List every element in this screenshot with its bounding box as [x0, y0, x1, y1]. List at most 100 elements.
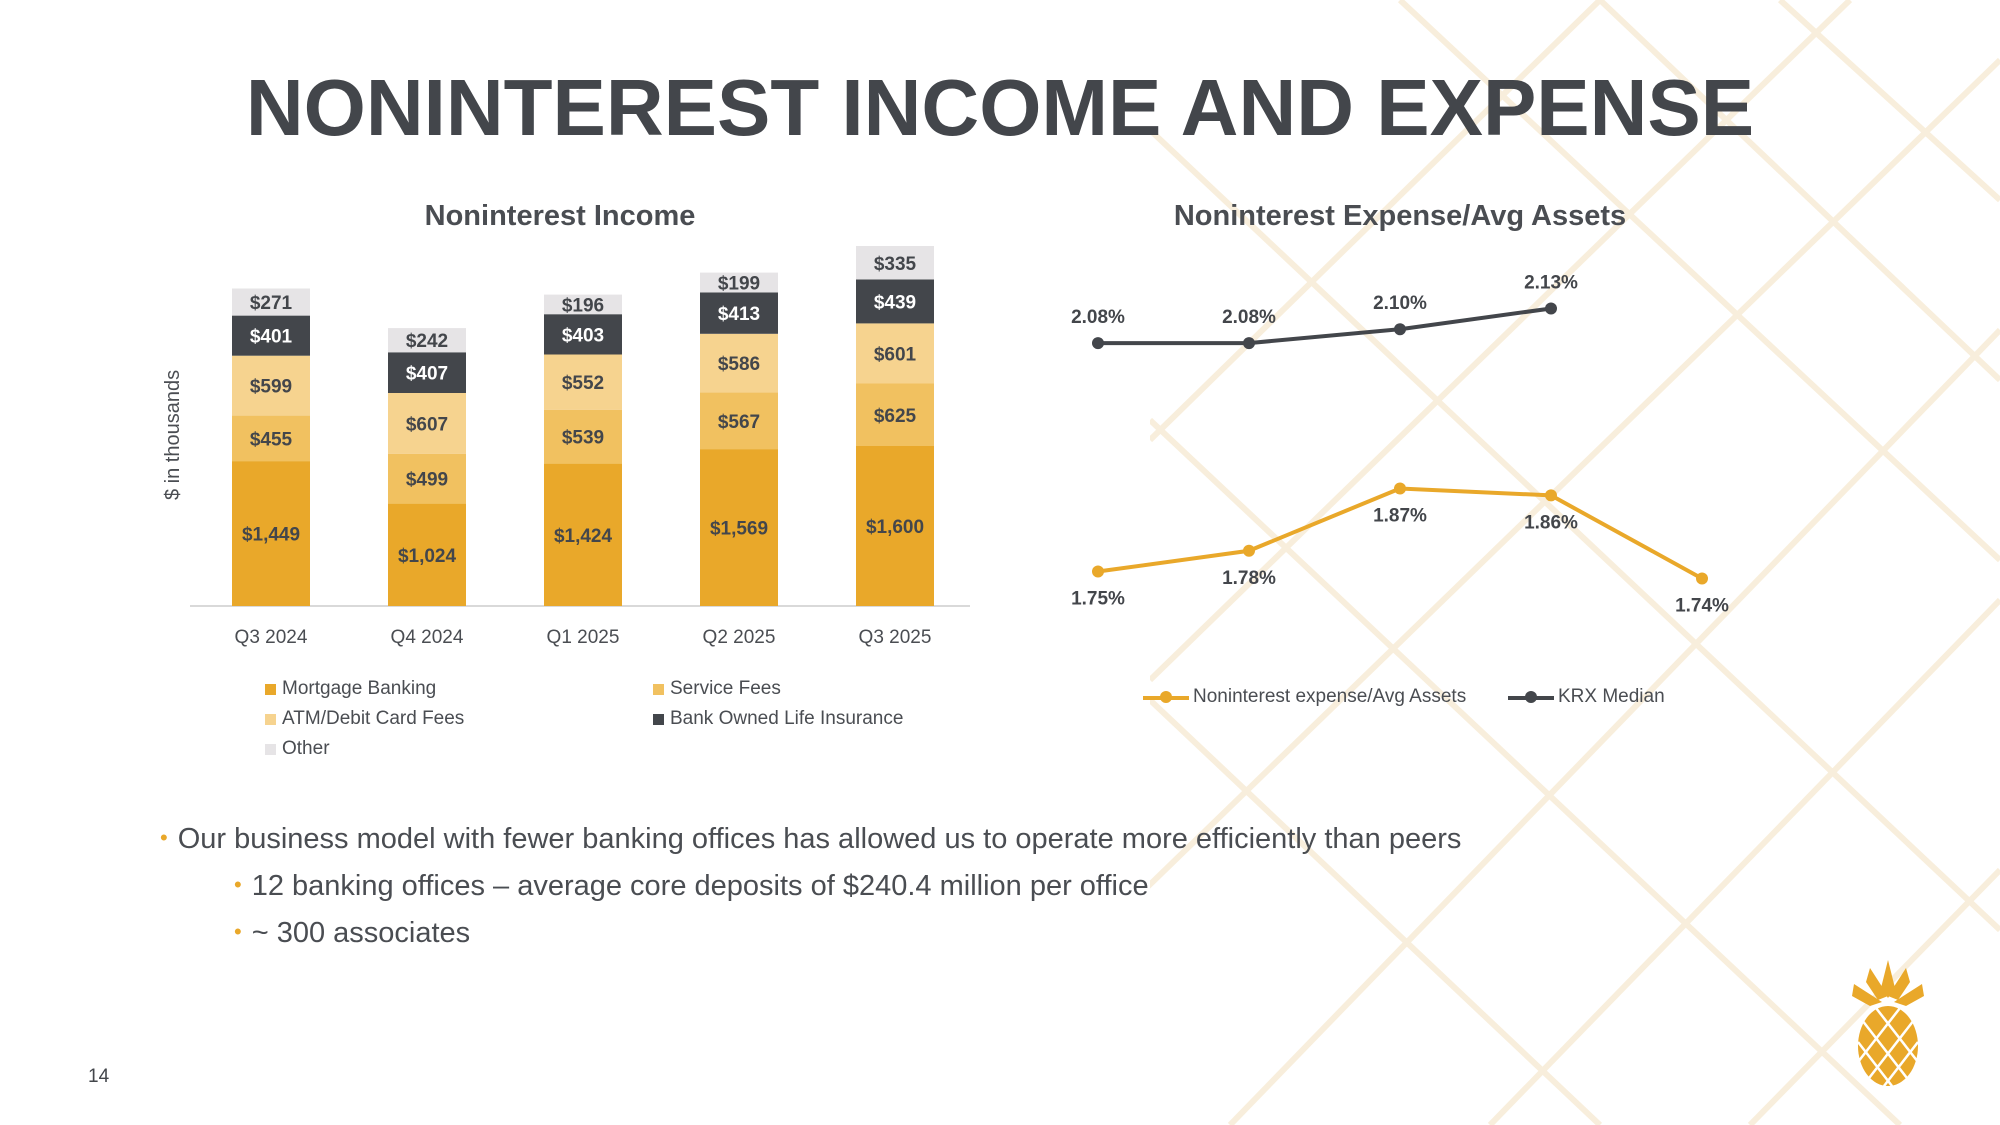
legend-item: ATM/Debit Card Fees — [265, 708, 464, 730]
bar-segment — [388, 352, 466, 393]
bar-segment — [544, 294, 622, 315]
legend-item: Other — [265, 738, 330, 760]
bullet-glyph: • — [234, 919, 242, 944]
bar-data-label: $455 — [250, 429, 293, 450]
bar-segment — [700, 272, 778, 293]
bar-data-label: $552 — [562, 373, 604, 394]
legend-swatch — [653, 713, 664, 725]
data-point — [1243, 544, 1255, 557]
legend-line-swatch — [1508, 691, 1554, 703]
bar-segment — [232, 315, 310, 356]
legend-label: Bank Owned Life Insurance — [670, 708, 904, 729]
pineapple-logo-icon — [1852, 960, 1924, 1087]
legend-swatch — [265, 743, 276, 755]
legend-item: Noninterest expense/Avg Assets — [1143, 686, 1466, 708]
expense-chart-title: Noninterest Expense/Avg Assets — [1173, 200, 1627, 232]
bar-data-label: $586 — [718, 354, 760, 375]
legend-swatch — [265, 713, 276, 725]
bar-data-label: $607 — [406, 414, 448, 435]
x-tick-label: Q3 2024 — [235, 627, 308, 648]
bar-segment — [232, 415, 310, 462]
bar-segment — [700, 392, 778, 450]
bar-segment — [388, 393, 466, 454]
bar-data-label: $1,424 — [554, 526, 613, 547]
line-data-label: 1.75% — [1071, 589, 1125, 610]
line-data-label: 1.87% — [1373, 505, 1427, 526]
bullet-glyph: • — [160, 825, 168, 850]
expense-legend: Noninterest expense/Avg Assets KRX Median — [1143, 686, 1703, 716]
page-number: 14 — [88, 1066, 110, 1087]
bar-segment — [700, 449, 778, 606]
line-data-label: 1.74% — [1675, 595, 1729, 616]
bar-data-label: $335 — [874, 254, 917, 275]
bar-segment — [856, 279, 934, 324]
line-data-label: 2.08% — [1071, 307, 1125, 328]
bar-data-label: $407 — [406, 364, 448, 385]
bar-segment — [544, 314, 622, 355]
x-tick-label: Q1 2025 — [547, 627, 620, 648]
data-point — [1243, 337, 1255, 350]
bar-segment — [388, 328, 466, 353]
expense-line-chart: 1.75% 1.78% 1.87% 1.86% 1.74% 2.08% 2.08% 2.10%… — [1071, 272, 1729, 616]
income-stacked-bar-chart: $1,449 $455 $599 $401 $271 Q3 2024 $1,024 $499 $… — [190, 246, 970, 648]
bar-data-label: $1,569 — [710, 519, 768, 540]
bar-data-label: $401 — [250, 327, 293, 348]
bar-segment — [544, 463, 622, 606]
bar-data-label: $413 — [718, 304, 760, 325]
bar-data-label: $242 — [406, 331, 448, 352]
bar-data-label: $625 — [874, 406, 917, 427]
series-line — [1098, 306, 1552, 346]
line-data-label: 2.08% — [1222, 307, 1276, 328]
bar-segment — [856, 383, 934, 446]
line-data-label: 2.10% — [1373, 293, 1427, 314]
bar-segment — [232, 355, 310, 416]
legend-item: KRX Median — [1508, 686, 1665, 708]
legend-label: Service Fees — [670, 678, 781, 699]
data-point — [1092, 565, 1104, 578]
bar-data-label: $403 — [562, 325, 604, 346]
slide-title: NONINTEREST INCOME AND EXPENSE — [245, 63, 1755, 152]
x-tick-label: Q3 2025 — [859, 627, 932, 648]
line-data-label: 1.86% — [1524, 512, 1578, 533]
bar-segment — [544, 409, 622, 464]
income-legend: Mortgage Banking Service Fees ATM/Debit Ca… — [265, 678, 965, 768]
data-point — [1394, 482, 1406, 495]
legend-label: Mortgage Banking — [282, 678, 437, 699]
x-tick-label: Q2 2025 — [703, 627, 776, 648]
bar-segment — [700, 333, 778, 393]
bar-segment — [856, 446, 934, 606]
bar-data-label: $499 — [406, 470, 448, 491]
bullet-item: • 12 banking offices – average core depos… — [234, 870, 1149, 903]
bullet-text: Our business model with fewer banking of… — [177, 823, 1462, 855]
legend-label: Noninterest expense/Avg Assets — [1193, 686, 1467, 707]
legend-swatch — [653, 683, 664, 695]
bar-data-label: $567 — [718, 412, 760, 433]
legend-label: Other — [282, 738, 330, 759]
bar-segment — [232, 288, 310, 316]
bar-data-label: $271 — [250, 293, 293, 314]
bar-segment — [856, 323, 934, 384]
bar-segment — [388, 503, 466, 606]
data-point — [1394, 323, 1406, 336]
bar-segment — [388, 453, 466, 504]
bar-segment — [856, 246, 934, 280]
legend-label: ATM/Debit Card Fees — [282, 708, 465, 729]
bar-data-label: $539 — [562, 428, 604, 449]
legend-item: Bank Owned Life Insurance — [653, 708, 903, 730]
bar-data-label: $439 — [874, 292, 916, 313]
bullet-item: • Our business model with fewer banking o… — [160, 823, 1461, 856]
bar-segment — [232, 461, 310, 606]
bullet-item: • ~ 300 associates — [234, 917, 470, 950]
data-point — [1092, 337, 1104, 350]
x-tick-label: Q4 2024 — [391, 627, 464, 648]
bar-data-label: $1,024 — [398, 546, 457, 567]
data-point — [1696, 572, 1708, 585]
legend-line-swatch — [1143, 691, 1189, 703]
line-data-label: 2.13% — [1524, 272, 1578, 293]
income-chart-title: Noninterest Income — [424, 200, 696, 232]
bar-data-label: $196 — [562, 295, 604, 316]
bar-segment — [544, 354, 622, 410]
bullet-text: ~ 300 associates — [251, 917, 471, 949]
data-point — [1545, 489, 1557, 502]
